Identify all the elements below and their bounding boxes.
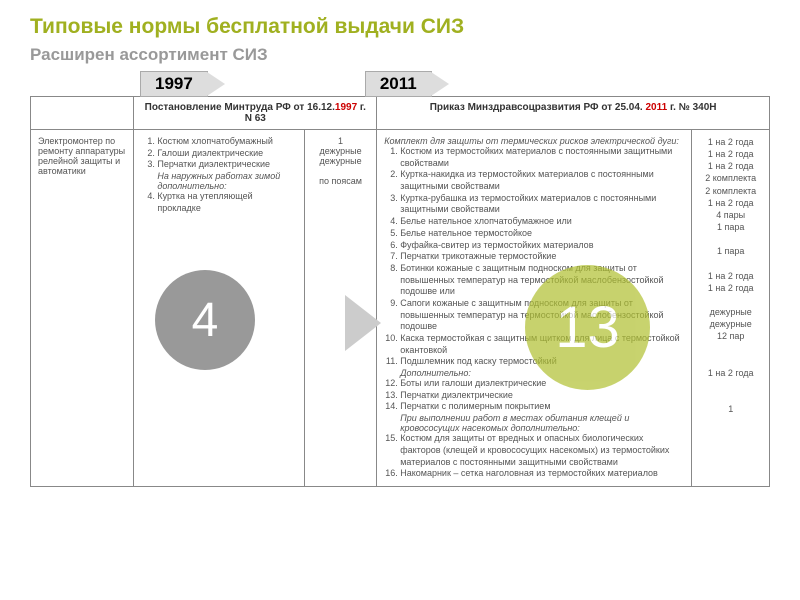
norm-line: 1 пара bbox=[699, 245, 762, 257]
list-item: Костюм хлопчатобумажный bbox=[157, 136, 297, 148]
list-item: Куртка-накидка из термостойких материало… bbox=[400, 169, 684, 192]
norm-line bbox=[699, 379, 762, 391]
list-item: Белье нательное хлопчатобумажное или bbox=[400, 216, 684, 228]
page-title: Типовые нормы бесплатной выдачи СИЗ bbox=[30, 15, 770, 39]
note-1997: На наружных работах зимой дополнительно: bbox=[157, 171, 297, 191]
norm-line: 2 комплекта bbox=[699, 172, 762, 184]
norm-line: 1 на 2 года bbox=[699, 136, 762, 148]
year-tab-2011: 2011 bbox=[365, 71, 449, 97]
list-item: Перчатки с полимерным покрытием bbox=[400, 401, 684, 413]
year-tabs: 1997 2011 bbox=[140, 71, 770, 97]
norm-line bbox=[699, 391, 762, 403]
count-badge-1997: 4 bbox=[155, 270, 255, 370]
norm-line: 1 bbox=[312, 136, 369, 146]
norm-line: дежурные bbox=[312, 146, 369, 156]
norm-line: 1 на 2 года bbox=[699, 148, 762, 160]
norm-line: дежурные bbox=[699, 318, 762, 330]
list-item: Белье нательное термостойкое bbox=[400, 228, 684, 240]
norm-line bbox=[699, 355, 762, 367]
list-item: Костюм для защиты от вредных и опасных б… bbox=[400, 433, 684, 468]
norm-line: 1 на 2 года bbox=[699, 160, 762, 172]
norm-line: по поясам bbox=[312, 176, 369, 186]
norm-line: 1 пара bbox=[699, 221, 762, 233]
list-item: Куртка на утепляющей прокладке bbox=[157, 191, 297, 214]
kit-header: Комплект для защиты от термических риско… bbox=[384, 136, 684, 146]
chevron-right-icon bbox=[207, 72, 225, 96]
chevron-right-icon bbox=[431, 72, 449, 96]
norm-line: 12 пар bbox=[699, 330, 762, 342]
year-tab-1997: 1997 bbox=[140, 71, 225, 97]
norm-line: 1 на 2 года bbox=[699, 270, 762, 282]
header-2011: Приказ Минздравсоцразвития РФ от 25.04. … bbox=[377, 97, 770, 130]
list-item: Перчатки диэлектрические bbox=[157, 159, 297, 171]
list-item: Перчатки диэлектрические bbox=[400, 390, 684, 402]
norm-line bbox=[699, 342, 762, 354]
list-item: Перчатки трикотажные термостойкие bbox=[400, 251, 684, 263]
norm-line bbox=[699, 257, 762, 269]
norm-line: 1 на 2 года bbox=[699, 197, 762, 209]
norm-line bbox=[699, 294, 762, 306]
page-subtitle: Расширен ассортимент СИЗ bbox=[30, 45, 770, 65]
norms-2011-cell: 1 на 2 года1 на 2 года1 на 2 года2 компл… bbox=[692, 130, 770, 487]
norm-line: 4 пары bbox=[699, 209, 762, 221]
list-item: Костюм из термостойких материалов с пост… bbox=[400, 146, 684, 169]
list-item: Куртка-рубашка из термостойких материало… bbox=[400, 193, 684, 216]
list-item: Галоши диэлектрические bbox=[157, 148, 297, 160]
role-cell: Электромонтер по ремонту аппаратуры реле… bbox=[31, 130, 134, 487]
norm-line bbox=[312, 166, 369, 176]
norm-line: 1 bbox=[699, 403, 762, 415]
header-1997: Постановление Минтруда РФ от 16.12.1997 … bbox=[134, 97, 377, 130]
year-2011-label: 2011 bbox=[365, 71, 432, 97]
count-badge-2011: 13 bbox=[525, 265, 650, 390]
norm-line: 1 на 2 года bbox=[699, 367, 762, 379]
norm-line bbox=[699, 233, 762, 245]
list-item: Боты или галоши диэлектрические bbox=[400, 378, 684, 390]
comparison-table: Постановление Минтруда РФ от 16.12.1997 … bbox=[30, 96, 770, 487]
list-item: Накомарник – сетка наголовная из термост… bbox=[400, 468, 684, 480]
note-2011-b: При выполнении работ в местах обитания к… bbox=[400, 413, 684, 433]
header-empty bbox=[31, 97, 134, 130]
list-item: Фуфайка-свитер из термостойких материало… bbox=[400, 240, 684, 252]
norm-line: дежурные bbox=[699, 306, 762, 318]
norm-line: 1 на 2 года bbox=[699, 282, 762, 294]
norm-line: дежурные bbox=[312, 156, 369, 166]
arrow-right-icon bbox=[345, 295, 381, 351]
norm-line: 2 комплекта bbox=[699, 185, 762, 197]
year-1997-label: 1997 bbox=[140, 71, 208, 97]
